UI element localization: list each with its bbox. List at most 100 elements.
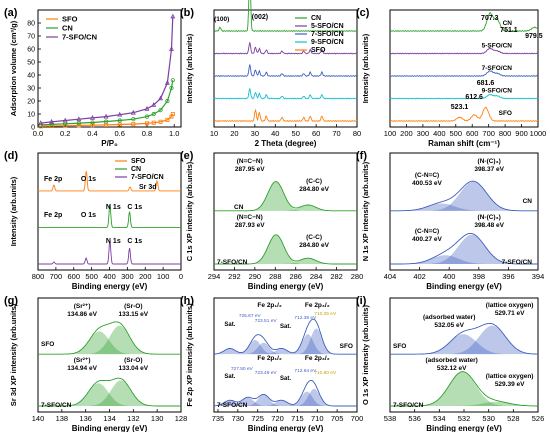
data-point bbox=[169, 46, 174, 51]
x-tick-label: 282 bbox=[330, 272, 343, 281]
annotation: Fe 2p bbox=[44, 212, 62, 219]
spectrum-SFO bbox=[389, 106, 539, 122]
x-tick-label: 800 bbox=[32, 272, 45, 281]
y-tick-label: 60 bbox=[27, 47, 35, 54]
x-tick-label: 538 bbox=[384, 414, 397, 423]
annotation: (lattice oxygen) bbox=[486, 373, 534, 380]
annotation: (N-(C)₃) bbox=[478, 214, 501, 221]
annotation: Sat. bbox=[280, 324, 291, 330]
data-point bbox=[151, 102, 157, 107]
x-tick-label: 600 bbox=[466, 129, 479, 138]
annotation: Fe 2p bbox=[44, 176, 62, 183]
fitted-peak bbox=[264, 348, 299, 355]
legend-entry: CN bbox=[311, 15, 321, 22]
x-tick-label: 200 bbox=[139, 272, 152, 281]
fitted-peak bbox=[284, 258, 332, 264]
x-tick-label: 730 bbox=[232, 414, 245, 423]
x-tick-label: 30 bbox=[251, 129, 259, 138]
x-axis-label: Raman shift (cm⁻¹) bbox=[428, 139, 500, 148]
data-point bbox=[144, 121, 149, 126]
x-tick-label: 705 bbox=[331, 414, 344, 423]
annotation: 7-SFO/CN bbox=[502, 259, 533, 266]
y-tick-label: 0 bbox=[31, 125, 35, 132]
annotation: 532.05 eV bbox=[434, 322, 464, 329]
annotation: 710.25 eV bbox=[314, 311, 337, 317]
spectrum-7-SFO/CN bbox=[38, 240, 181, 265]
data-point bbox=[170, 78, 175, 83]
data-point bbox=[90, 123, 95, 128]
x-tick-label: 1.0 bbox=[169, 129, 179, 138]
spectrum-7-SFO/CN bbox=[38, 377, 181, 407]
panel-label: (c) bbox=[356, 7, 370, 19]
fitted-peak bbox=[452, 325, 533, 355]
data-point bbox=[76, 123, 81, 128]
data-point bbox=[117, 111, 123, 117]
data-point bbox=[130, 109, 136, 115]
x-tick-label: 134 bbox=[103, 414, 116, 423]
legend-entry: 7-SFO/CN bbox=[131, 174, 164, 181]
x-tick-label: 292 bbox=[228, 272, 241, 281]
x-tick-label: 50 bbox=[292, 129, 300, 138]
fitted-peak bbox=[401, 203, 482, 211]
x-tick-label: 500 bbox=[85, 272, 98, 281]
x-axis-label: Binding energy (eV) bbox=[72, 424, 148, 432]
data-point bbox=[158, 95, 164, 101]
y-axis-label: Sr 3d XP intensity (arb.units) bbox=[9, 303, 18, 406]
x-tick-label: 402 bbox=[413, 272, 426, 281]
x-tick-label: 720 bbox=[271, 414, 284, 423]
annotation: 284.80 eV bbox=[299, 242, 329, 249]
series-label: SFO bbox=[499, 110, 512, 117]
panel-g: 140 138 136 134 132 130 128 Binding energy (eV)… bbox=[4, 295, 187, 433]
x-tick-label: 0.4 bbox=[87, 129, 97, 138]
panel-h: 735 730 725 720 715 710 705 700 Binding energy (… bbox=[180, 295, 364, 433]
annotation: N 1s bbox=[106, 238, 121, 245]
series-label: 7-SFO/CN bbox=[482, 65, 513, 72]
x-tick-label: 715 bbox=[291, 414, 304, 423]
fitted-peak bbox=[299, 328, 334, 355]
spectrum-5-SFO/CN bbox=[213, 42, 358, 55]
x-tick-label: 700 bbox=[351, 414, 364, 423]
data-point bbox=[49, 122, 54, 127]
data-point bbox=[38, 120, 44, 125]
data-point bbox=[117, 118, 122, 123]
annotation: 751.1 bbox=[500, 27, 518, 34]
x-tick-label: 200 bbox=[400, 129, 413, 138]
annotation: Sat. bbox=[224, 374, 235, 380]
x-tick-label: 710 bbox=[311, 414, 324, 423]
x-tick-label: 60 bbox=[312, 129, 320, 138]
x-tick-label: 1000 bbox=[530, 129, 547, 138]
x-tick-label: 400 bbox=[443, 272, 456, 281]
x-tick-label: 534 bbox=[433, 414, 446, 423]
y-tick-label: 40 bbox=[27, 73, 35, 80]
annotation: Fe 2p₁/₂ bbox=[257, 355, 281, 362]
fitted-peak bbox=[456, 401, 537, 406]
data-point bbox=[90, 115, 95, 120]
annotation: 707.3 bbox=[481, 15, 499, 22]
x-tick-label: 136 bbox=[79, 414, 92, 423]
panel-c: 100 200 300 400 500 600 700 800 900 1000 Raman shi… bbox=[356, 7, 546, 148]
annotation: (Sr-O) bbox=[124, 357, 142, 364]
spectrum-7-SFO/CN bbox=[390, 371, 538, 407]
y-tick-label: 70 bbox=[27, 34, 35, 41]
panel-label: (e) bbox=[180, 150, 194, 162]
y-tick-label: 50 bbox=[27, 60, 35, 67]
x-tick-label: 140 bbox=[32, 414, 45, 423]
y-tick-label: 20 bbox=[27, 99, 35, 106]
fitted-peak bbox=[284, 205, 332, 211]
x-tick-label: 80 bbox=[353, 129, 361, 138]
x-axis-label: Binding energy (eV) bbox=[72, 282, 148, 291]
annotation: 287.95 eV bbox=[235, 166, 265, 173]
x-tick-label: 735 bbox=[212, 414, 225, 423]
data-point bbox=[103, 119, 109, 124]
x-tick-label: 0.8 bbox=[142, 129, 152, 138]
annotation: CN bbox=[234, 204, 244, 211]
fitted-peak bbox=[89, 325, 150, 355]
series-label: 5-SFO/CN bbox=[482, 43, 513, 50]
x-tick-label: 532 bbox=[458, 414, 471, 423]
annotation: SFO bbox=[41, 341, 54, 348]
y-axis-label: N 1s XP intensity (arb.units) bbox=[361, 161, 370, 261]
annotation: 398.37 eV bbox=[474, 166, 504, 173]
x-tick-label: 725 bbox=[251, 414, 264, 423]
x-tick-label: 394 bbox=[532, 272, 545, 281]
annotation: SFO bbox=[340, 343, 353, 350]
